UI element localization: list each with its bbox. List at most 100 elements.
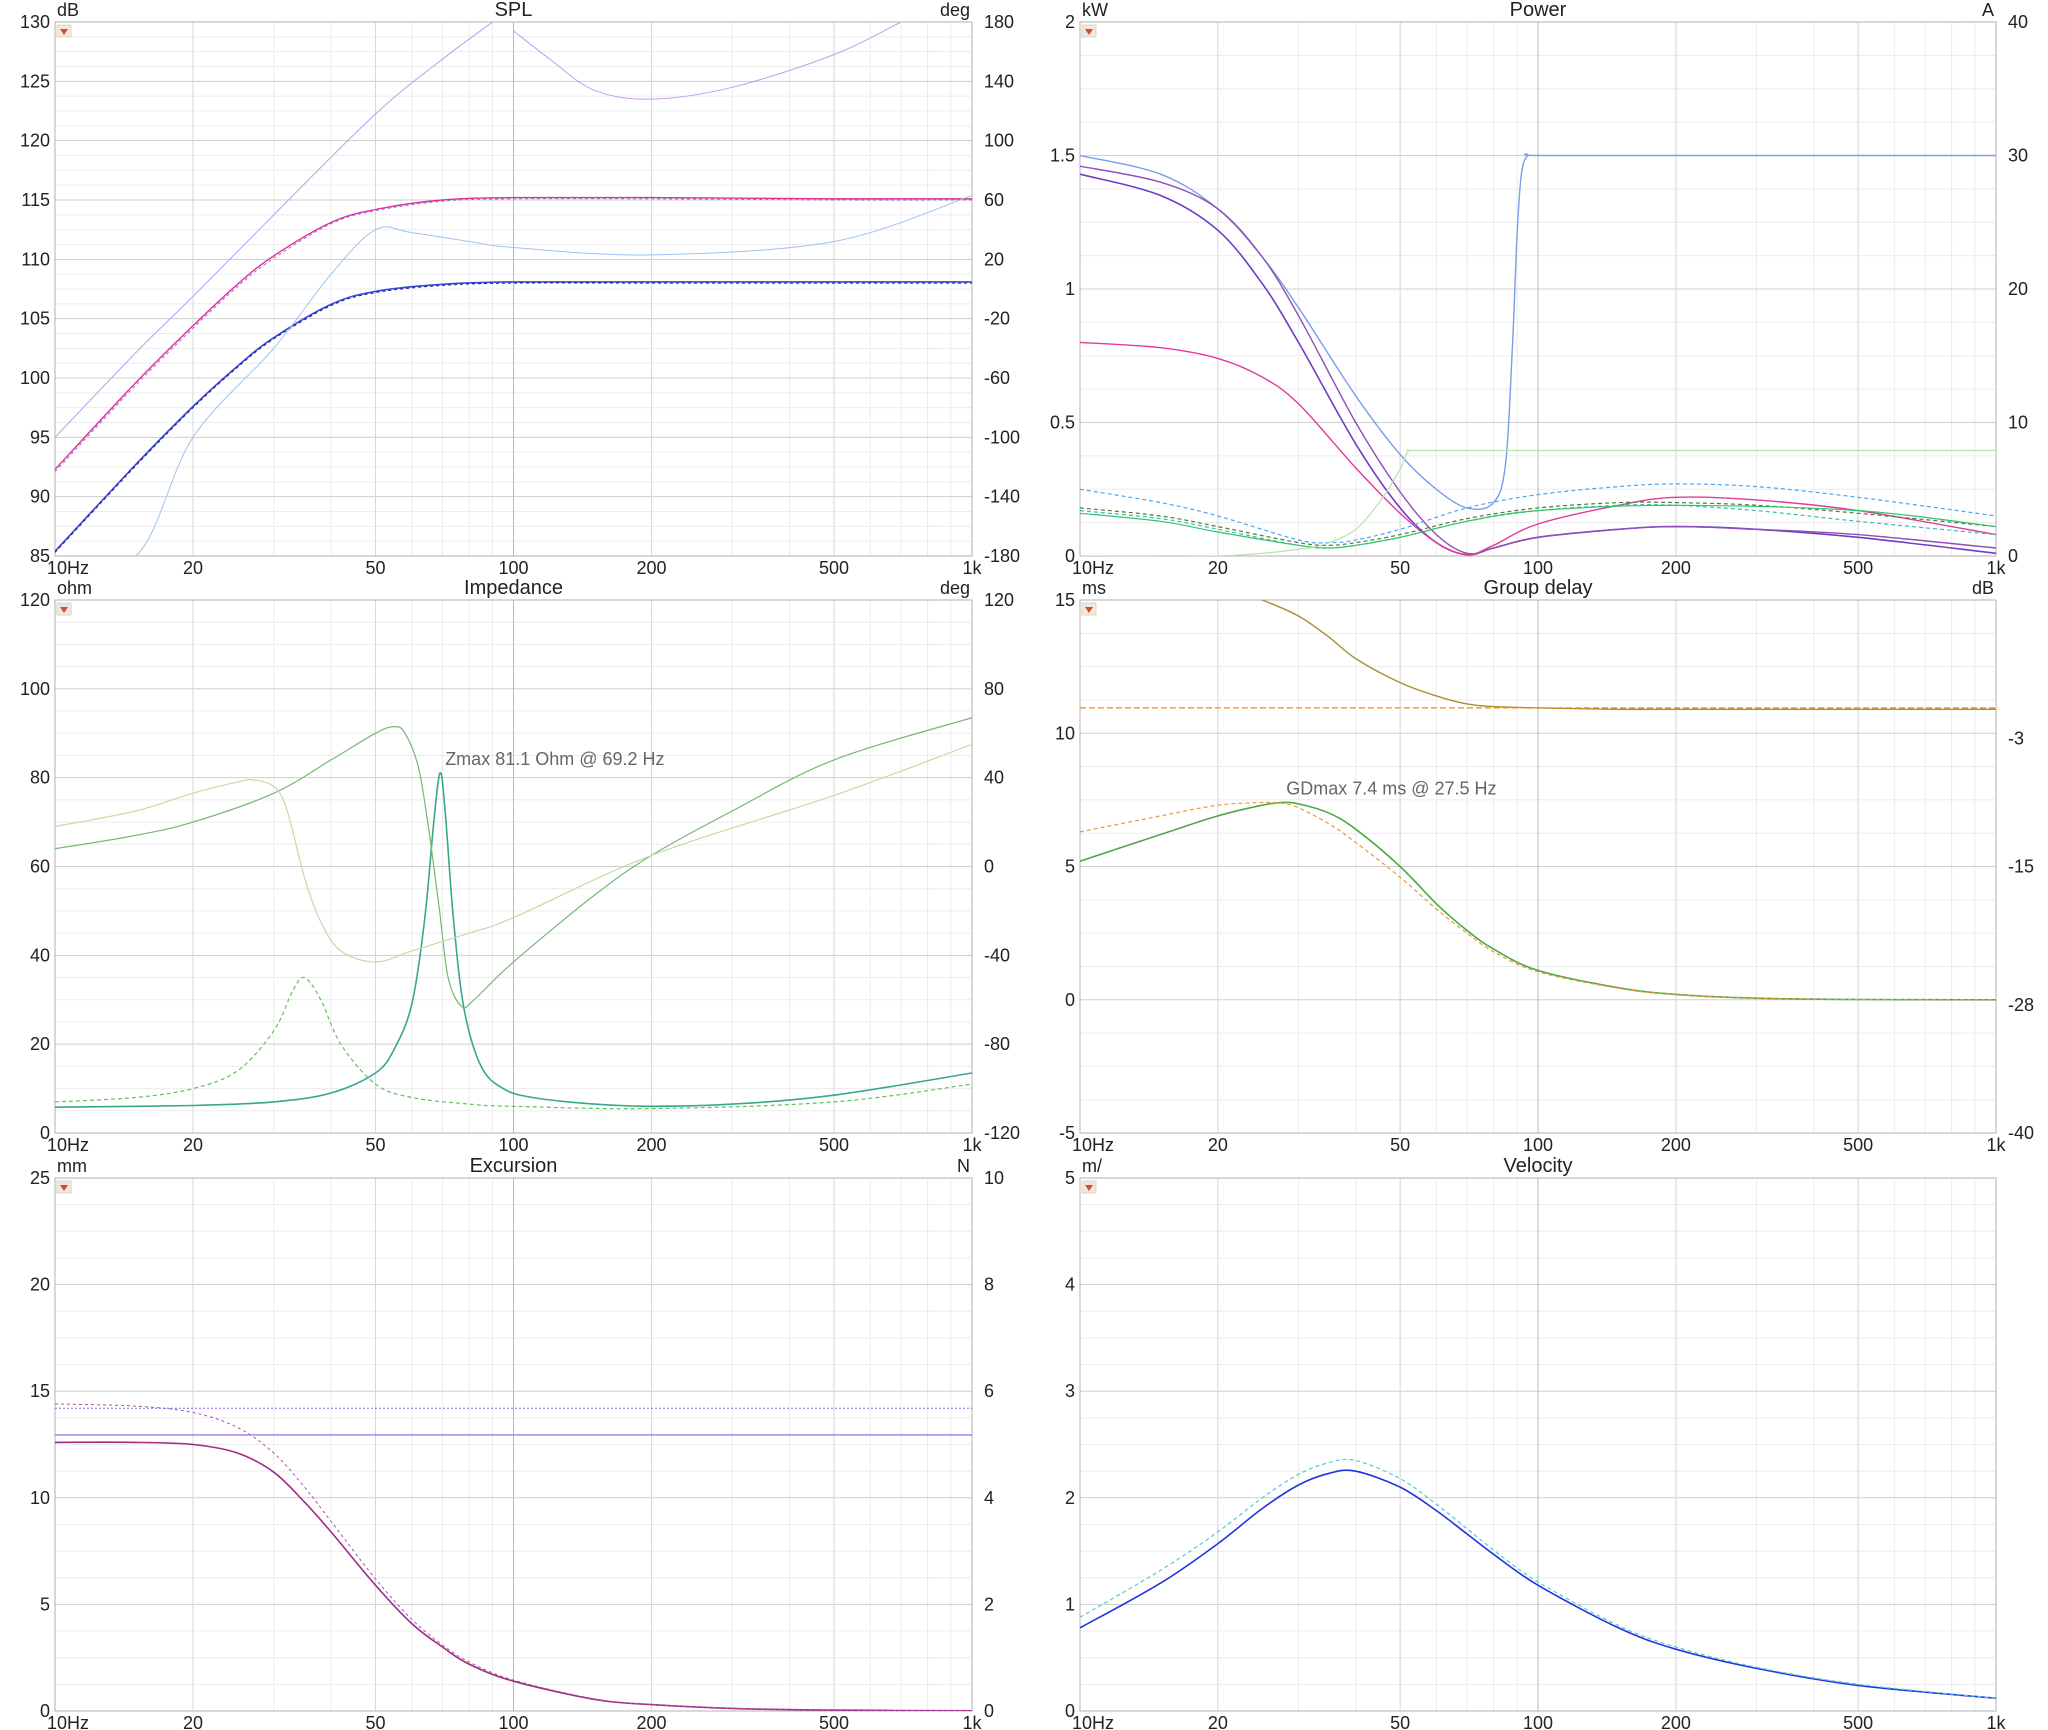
y-tick-label: 0 bbox=[1065, 546, 1075, 566]
y-tick-label: 2 bbox=[1065, 1488, 1075, 1508]
chart-title: Group delay bbox=[1484, 577, 1593, 599]
y-tick-label: 0 bbox=[1065, 1701, 1075, 1721]
series-line-1 bbox=[1080, 801, 1996, 1001]
x-tick-label: 1k bbox=[1986, 1713, 2006, 1730]
x-tick-label: 10Hz bbox=[47, 1135, 89, 1155]
y2-tick-label: 20 bbox=[2008, 279, 2028, 299]
logo-icon bbox=[60, 607, 68, 613]
y-tick-label: 85 bbox=[30, 546, 50, 566]
y-tick-label: 20 bbox=[30, 1275, 50, 1295]
x-tick-label: 20 bbox=[183, 1713, 203, 1730]
left-unit-label: m/ bbox=[1082, 1156, 1102, 1176]
series-line-0 bbox=[1080, 801, 1996, 1001]
x-tick-label: 1k bbox=[962, 1713, 982, 1730]
series-line-0 bbox=[55, 771, 972, 1108]
x-tick-label: 500 bbox=[819, 1135, 849, 1155]
left-unit-label: kW bbox=[1082, 0, 1108, 20]
x-tick-label: 10Hz bbox=[47, 558, 89, 578]
y-tick-label: 15 bbox=[1055, 590, 1075, 610]
x-tick-label: 50 bbox=[365, 1713, 385, 1730]
x-tick-label: 500 bbox=[819, 558, 849, 578]
y-tick-label: 5 bbox=[1065, 857, 1075, 877]
x-tick-label: 1k bbox=[1986, 558, 2006, 578]
y-tick-label: 5 bbox=[40, 1594, 50, 1614]
y-tick-label: 100 bbox=[20, 679, 50, 699]
y-tick-label: 90 bbox=[30, 487, 50, 507]
right-unit-label: deg bbox=[940, 0, 970, 20]
series-line-8 bbox=[1080, 449, 1996, 556]
y2-tick-label: 4 bbox=[984, 1488, 994, 1508]
chart-title: Power bbox=[1510, 0, 1567, 21]
y2-tick-label: 20 bbox=[984, 249, 1004, 269]
series-line-2 bbox=[1080, 165, 1996, 555]
y-tick-label: -5 bbox=[1059, 1123, 1075, 1143]
x-tick-label: 200 bbox=[636, 558, 666, 578]
y-tick-label: 1 bbox=[1065, 279, 1075, 299]
right-unit-label: A bbox=[1982, 0, 1994, 20]
y2-tick-label: -15 bbox=[2008, 857, 2034, 877]
series-line-1 bbox=[55, 1403, 972, 1711]
y-tick-label: 95 bbox=[30, 427, 50, 447]
series-line-3 bbox=[1080, 341, 1996, 556]
plot-frame bbox=[1079, 21, 1997, 557]
chart-title: Velocity bbox=[1504, 1155, 1573, 1177]
x-tick-label: 10Hz bbox=[1072, 1135, 1114, 1155]
y2-tick-label: -40 bbox=[2008, 1123, 2034, 1143]
y-tick-label: 5 bbox=[1065, 1168, 1075, 1188]
y2-tick-label: -120 bbox=[984, 1123, 1020, 1143]
x-tick-label: 200 bbox=[1661, 1713, 1691, 1730]
y-tick-label: 0 bbox=[1065, 990, 1075, 1010]
logo-icon bbox=[1085, 1185, 1093, 1191]
y-tick-label: 2 bbox=[1065, 12, 1075, 32]
y-tick-label: 120 bbox=[20, 131, 50, 151]
y2-tick-label: 10 bbox=[984, 1168, 1004, 1188]
y2-tick-label: -140 bbox=[984, 487, 1020, 507]
left-unit-label: mm bbox=[57, 1156, 87, 1176]
x-tick-label: 1k bbox=[962, 558, 982, 578]
series-line-6 bbox=[55, 195, 972, 556]
y-tick-label: 60 bbox=[30, 857, 50, 877]
peak-annotation: Zmax 81.1 Ohm @ 69.2 Hz bbox=[445, 749, 664, 769]
y2-tick-label: 10 bbox=[2008, 413, 2028, 433]
x-tick-label: 100 bbox=[1523, 1713, 1553, 1730]
plot-frame bbox=[54, 599, 973, 1134]
y2-tick-label: -60 bbox=[984, 368, 1010, 388]
series-line-3 bbox=[55, 282, 972, 553]
y-tick-label: 15 bbox=[30, 1381, 50, 1401]
logo-icon bbox=[1085, 607, 1093, 613]
x-tick-label: 50 bbox=[1390, 1135, 1410, 1155]
series-line-2 bbox=[55, 717, 972, 1009]
y-tick-label: 105 bbox=[20, 309, 50, 329]
x-tick-label: 100 bbox=[1523, 558, 1553, 578]
x-tick-label: 500 bbox=[1843, 1135, 1873, 1155]
y-tick-label: 10 bbox=[1055, 723, 1075, 743]
x-tick-label: 10Hz bbox=[1072, 558, 1114, 578]
left-unit-label: dB bbox=[57, 0, 79, 20]
y2-tick-label: 30 bbox=[2008, 146, 2028, 166]
series-line-3 bbox=[55, 743, 972, 963]
right-unit-label: dB bbox=[1972, 578, 1994, 598]
y2-tick-label: -28 bbox=[2008, 995, 2034, 1015]
x-tick-label: 500 bbox=[1843, 1713, 1873, 1730]
x-tick-label: 100 bbox=[498, 1135, 528, 1155]
y-tick-label: 120 bbox=[20, 590, 50, 610]
chart-title: Excursion bbox=[470, 1155, 558, 1177]
left-unit-label: ms bbox=[1082, 578, 1106, 598]
peak-annotation: GDmax 7.4 ms @ 27.5 Hz bbox=[1286, 779, 1496, 799]
y-tick-label: 10 bbox=[30, 1488, 50, 1508]
series-line-2 bbox=[1260, 600, 1996, 711]
x-tick-label: 200 bbox=[1661, 558, 1691, 578]
y-tick-label: 1 bbox=[1065, 1594, 1075, 1614]
y-tick-label: 3 bbox=[1065, 1381, 1075, 1401]
right-unit-label: deg bbox=[940, 578, 970, 598]
chart-title: SPL bbox=[495, 0, 533, 21]
y-tick-label: 0 bbox=[40, 1701, 50, 1721]
y2-tick-label: -100 bbox=[984, 427, 1020, 447]
y-tick-label: 0.5 bbox=[1050, 413, 1075, 433]
y-tick-label: 130 bbox=[20, 12, 50, 32]
plot-frame bbox=[1079, 1177, 1997, 1712]
y2-tick-label: -40 bbox=[984, 945, 1010, 965]
